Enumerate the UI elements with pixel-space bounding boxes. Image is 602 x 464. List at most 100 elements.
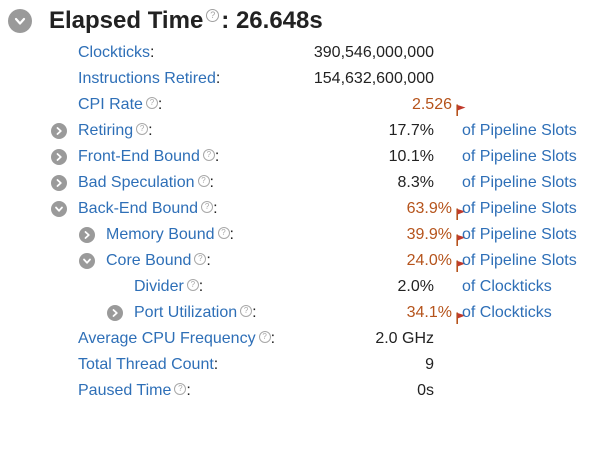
metric-label-group: Retiring?:: [78, 118, 153, 144]
metric-row-back-end-bound: Back-End Bound?: 63.9% of Pipeline Slots: [0, 196, 602, 222]
metric-value: 17.7%: [388, 122, 434, 139]
metric-row-average-cpu-frequency: Average CPU Frequency?: 2.0 GHz: [0, 326, 602, 352]
chevron-right-icon[interactable]: [51, 175, 67, 191]
label-colon: :: [229, 226, 234, 243]
chevron-right-icon[interactable]: [107, 305, 123, 321]
label-colon: :: [213, 356, 219, 373]
metric-value: 34.1%: [406, 304, 452, 321]
elapsed-time-title: Elapsed Time?: 26.648s: [49, 7, 323, 35]
metric-label-divider[interactable]: Divider: [134, 278, 184, 295]
chevron-right-icon[interactable]: [51, 149, 67, 165]
metric-row-front-end-bound: Front-End Bound?: 10.1% of Pipeline Slots: [0, 144, 602, 170]
metric-label-front-end-bound[interactable]: Front-End Bound: [78, 148, 200, 165]
metric-value: 2.0%: [397, 278, 434, 295]
metric-label-instructions-retired[interactable]: Instructions Retired: [78, 70, 216, 87]
metric-value: 10.1%: [388, 148, 434, 165]
metric-label-memory-bound[interactable]: Memory Bound: [106, 226, 215, 243]
label-colon: :: [252, 304, 257, 321]
metric-label-average-cpu-frequency[interactable]: Average CPU Frequency: [78, 330, 256, 347]
help-icon[interactable]: ?: [145, 97, 158, 109]
chevron-down-icon[interactable]: [51, 201, 67, 217]
metric-label-group: Back-End Bound?:: [78, 196, 218, 222]
help-icon[interactable]: ?: [194, 253, 207, 265]
collapse-section-toggle-icon[interactable]: [8, 9, 32, 33]
help-icon[interactable]: ?: [206, 9, 220, 22]
help-icon[interactable]: ?: [197, 175, 210, 187]
metric-label-port-utilization[interactable]: Port Utilization: [134, 304, 238, 321]
metric-unit-link[interactable]: of Pipeline Slots: [462, 122, 577, 139]
metric-value: 9: [425, 356, 434, 373]
help-icon[interactable]: ?: [217, 227, 230, 239]
help-icon[interactable]: ?: [258, 331, 271, 343]
help-icon[interactable]: ?: [201, 201, 214, 213]
label-colon: :: [148, 122, 153, 139]
metric-label-group: Divider?:: [134, 274, 203, 300]
warning-flag-icon[interactable]: [456, 99, 466, 125]
metric-row-paused-time: Paused Time?: 0s: [0, 378, 602, 404]
metric-row-total-thread-count: Total Thread Count: 9: [0, 352, 602, 378]
metric-label-group: Average CPU Frequency?:: [78, 326, 275, 352]
metric-value: 390,546,000,000: [313, 44, 434, 61]
help-icon[interactable]: ?: [174, 383, 187, 395]
help-icon[interactable]: ?: [240, 305, 253, 317]
metric-row-divider: Divider?: 2.0% of Clockticks: [0, 274, 602, 300]
help-icon[interactable]: ?: [186, 279, 199, 291]
elapsed-time-header: Elapsed Time?: 26.648s: [8, 6, 323, 36]
metric-unit-link[interactable]: of Pipeline Slots: [462, 252, 577, 269]
metric-value: 8.3%: [397, 174, 434, 191]
metric-row-retiring: Retiring?: 17.7% of Pipeline Slots: [0, 118, 602, 144]
metric-value: 2.526: [411, 96, 452, 113]
metric-value: 154,632,600,000: [313, 70, 434, 87]
warning-flag-icon[interactable]: [456, 203, 466, 229]
label-colon: :: [213, 200, 218, 217]
chevron-down-icon[interactable]: [79, 253, 95, 269]
chevron-right-icon[interactable]: [79, 227, 95, 243]
metric-row-clockticks: Clockticks: 390,546,000,000: [0, 40, 602, 66]
metric-label-cpi-rate[interactable]: CPI Rate: [78, 96, 143, 113]
metric-label-group: Port Utilization?:: [134, 300, 257, 326]
metric-label-total-thread-count[interactable]: Total Thread Count: [78, 356, 214, 373]
metric-row-port-utilization: Port Utilization?: 34.1% of Clockticks: [0, 300, 602, 326]
metric-label-group: Total Thread Count:: [78, 352, 218, 378]
chevron-right-icon[interactable]: [51, 123, 67, 139]
label-colon: :: [270, 330, 276, 347]
metric-unit-link[interactable]: of Clockticks: [462, 304, 552, 321]
metric-label-clockticks[interactable]: Clockticks: [78, 44, 151, 61]
metric-label-paused-time[interactable]: Paused Time: [78, 382, 172, 399]
metric-unit-link[interactable]: of Pipeline Slots: [462, 148, 577, 165]
help-icon[interactable]: ?: [202, 149, 215, 161]
metric-row-cpi-rate: CPI Rate?: 2.526: [0, 92, 602, 118]
metric-label-back-end-bound[interactable]: Back-End Bound: [78, 200, 199, 217]
metric-row-memory-bound: Memory Bound?: 39.9% of Pipeline Slots: [0, 222, 602, 248]
metric-unit-link[interactable]: of Clockticks: [462, 278, 552, 295]
warning-flag-icon[interactable]: [456, 307, 466, 333]
metric-value: 63.9%: [406, 200, 452, 217]
metric-label-group: Paused Time?:: [78, 378, 191, 404]
metric-label-retiring[interactable]: Retiring: [78, 122, 134, 139]
metric-value: 24.0%: [406, 252, 452, 269]
metric-label-bad-speculation[interactable]: Bad Speculation: [78, 174, 195, 191]
metric-unit-link[interactable]: of Pipeline Slots: [462, 226, 577, 243]
label-colon: :: [209, 174, 214, 191]
metric-unit-link[interactable]: of Pipeline Slots: [462, 174, 577, 191]
warning-flag-icon[interactable]: [456, 255, 466, 281]
metric-label-group: CPI Rate?:: [78, 92, 162, 118]
label-colon: :: [186, 382, 191, 399]
metric-label-group: Memory Bound?:: [106, 222, 234, 248]
label-colon: :: [150, 44, 155, 61]
warning-flag-icon[interactable]: [456, 229, 466, 255]
elapsed-time-value: : 26.648s: [221, 7, 323, 34]
help-icon[interactable]: ?: [136, 123, 149, 135]
metric-label-group: Instructions Retired:: [78, 66, 220, 92]
metric-unit-link[interactable]: of Pipeline Slots: [462, 200, 577, 217]
metric-row-core-bound: Core Bound?: 24.0% of Pipeline Slots: [0, 248, 602, 274]
elapsed-time-label: Elapsed Time: [49, 7, 204, 34]
metric-label-core-bound[interactable]: Core Bound: [106, 252, 192, 269]
metric-value: 39.9%: [406, 226, 452, 243]
label-colon: :: [157, 96, 163, 113]
label-colon: :: [206, 252, 211, 269]
label-colon: :: [198, 278, 204, 295]
label-colon: :: [214, 148, 220, 165]
metric-label-group: Front-End Bound?:: [78, 144, 219, 170]
metric-value: 2.0 GHz: [375, 330, 434, 347]
